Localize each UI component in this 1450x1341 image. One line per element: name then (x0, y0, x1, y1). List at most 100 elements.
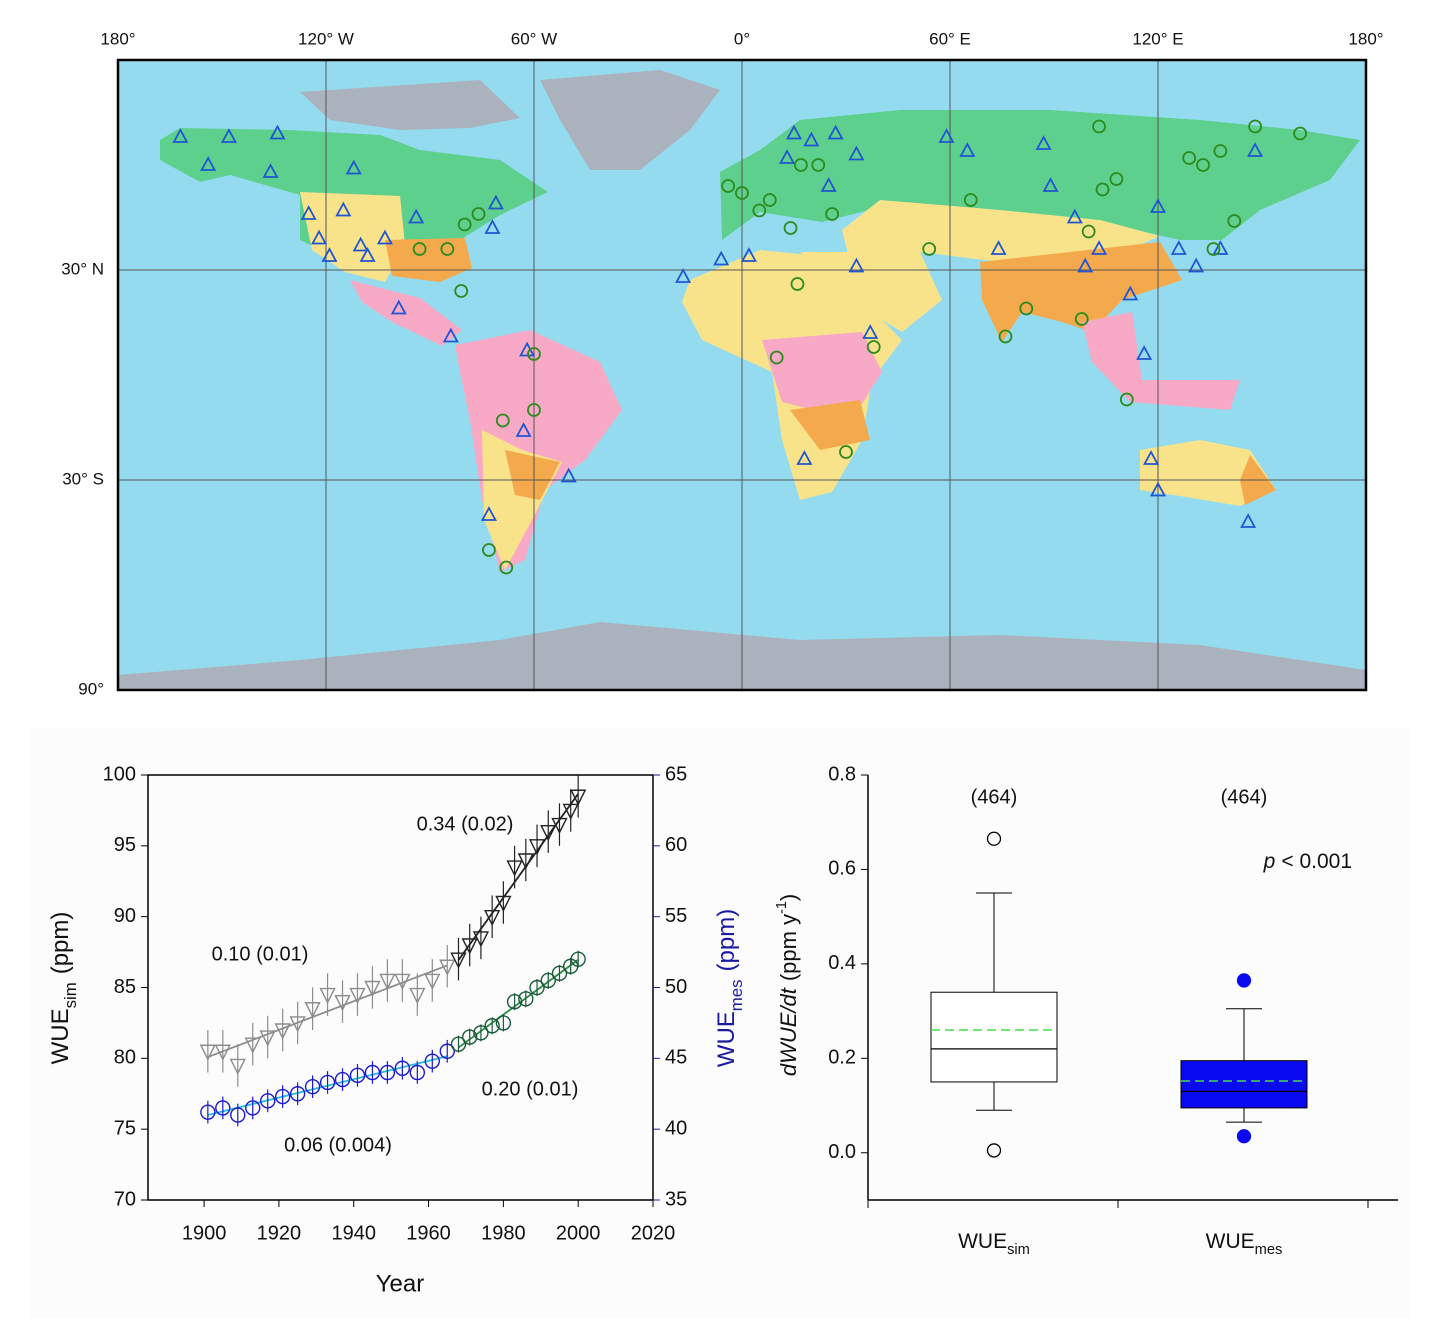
count-label: (464) (971, 786, 1018, 808)
site-triangle (172, 128, 189, 143)
site-circle (1248, 119, 1262, 134)
point-circle (518, 991, 534, 1007)
box (1180, 1060, 1308, 1109)
site-triangle (1212, 240, 1229, 255)
site-circle (1206, 242, 1221, 256)
x-tick-label: 180° (100, 29, 135, 48)
site-circle (1019, 301, 1034, 316)
site-triangle (938, 128, 955, 143)
land-tropical (762, 332, 882, 420)
x-tick-label: 2020 (631, 1222, 676, 1244)
site-triangle (1035, 135, 1052, 150)
x-tick-label: 0° (734, 29, 750, 48)
point-triangle (214, 1044, 231, 1061)
site-triangle (848, 145, 865, 161)
y2-tick-label: 40 (665, 1117, 687, 1139)
land-tropical (1082, 312, 1240, 410)
site-circle (1182, 151, 1197, 165)
site-triangle (785, 124, 803, 140)
point-triangle (540, 824, 557, 842)
site-circle (963, 193, 978, 207)
point-triangle (304, 1002, 321, 1019)
point-circle (215, 1100, 231, 1116)
x-tick-label: 1920 (257, 1222, 302, 1244)
point-triangle (319, 987, 336, 1005)
label-italic: dWUE/dt (776, 987, 801, 1076)
label-sub: sim (1007, 1242, 1030, 1258)
site-circle (790, 277, 805, 291)
point-triangle (274, 1023, 291, 1040)
site-circle (412, 242, 427, 256)
point-triangle (528, 839, 546, 856)
site-circle (825, 207, 840, 221)
point-triangle (379, 973, 396, 990)
label-sub: sim (61, 982, 80, 1008)
site-triangle (848, 257, 865, 273)
site-triangle (1091, 240, 1108, 255)
site-circle (1092, 119, 1106, 134)
site-circle (783, 221, 798, 235)
y2-tick-label: 35 (665, 1188, 687, 1210)
site-triangle (1136, 345, 1153, 360)
point-circle (364, 1064, 381, 1081)
x-tick-label: 180° (1348, 29, 1383, 48)
site-triangle (335, 201, 352, 217)
point-circle (439, 1043, 455, 1059)
outlier (1236, 1129, 1252, 1144)
point-circle (450, 1036, 467, 1052)
site-circle (762, 193, 777, 207)
y-tick-label: 30° N (61, 259, 104, 278)
site-circle (495, 413, 510, 428)
label-close: ) (776, 894, 801, 901)
site-triangle (827, 124, 844, 140)
point-circle (484, 1018, 500, 1034)
site-triangle (359, 247, 376, 262)
y-tick-label: 0.0 (828, 1141, 856, 1163)
site-triangle (345, 159, 362, 175)
point-triangle (484, 909, 501, 927)
point-circle (424, 1053, 440, 1069)
site-triangle (442, 327, 459, 343)
land-temperate (720, 110, 1360, 240)
p-italic: p (1263, 850, 1276, 873)
count-label: (464) (1221, 786, 1268, 808)
site-triangle (1077, 257, 1094, 273)
map-frame (116, 58, 1368, 692)
site-triangle (269, 124, 286, 140)
slope-annotation: 0.06 (0.004) (284, 1134, 392, 1156)
x-tick-label: 120° E (1132, 29, 1183, 48)
label-sub: mes (727, 979, 746, 1011)
y2-tick-label: 50 (665, 976, 687, 998)
site-circle (1213, 144, 1228, 158)
site-triangle (1122, 285, 1139, 301)
label-sub: mes (1255, 1242, 1283, 1258)
site-triangle (480, 506, 497, 521)
y2-axis-label: WUEmes (ppm) (713, 909, 746, 1067)
y-axis-label: dWUE/dt (ppm y-1) (774, 894, 801, 1076)
point-triangle (517, 853, 534, 870)
y-tick-label: 70 (114, 1188, 136, 1210)
y-tick-label: 90° (78, 679, 104, 698)
site-triangle (262, 163, 279, 178)
point-circle (462, 1029, 478, 1045)
site-triangle (990, 240, 1007, 255)
site-triangle (1247, 142, 1264, 157)
land-temperate (160, 128, 548, 255)
site-triangle (200, 156, 217, 171)
y-tick-label: 30° S (62, 469, 104, 488)
site-circle (1095, 182, 1110, 197)
site-circle (1293, 126, 1308, 141)
site-triangle (300, 205, 317, 220)
site-triangle (311, 229, 328, 245)
point-triangle (259, 1030, 276, 1047)
point-triangle (244, 1037, 261, 1054)
greenland (540, 70, 720, 170)
point-triangle (439, 959, 456, 976)
point-triangle (229, 1058, 246, 1075)
point-triangle (551, 817, 568, 835)
y2-tick-label: 45 (665, 1047, 687, 1069)
site-triangle (779, 149, 796, 164)
site-circle (440, 242, 455, 256)
point-triangle (506, 860, 523, 877)
site-triangle (376, 229, 393, 245)
